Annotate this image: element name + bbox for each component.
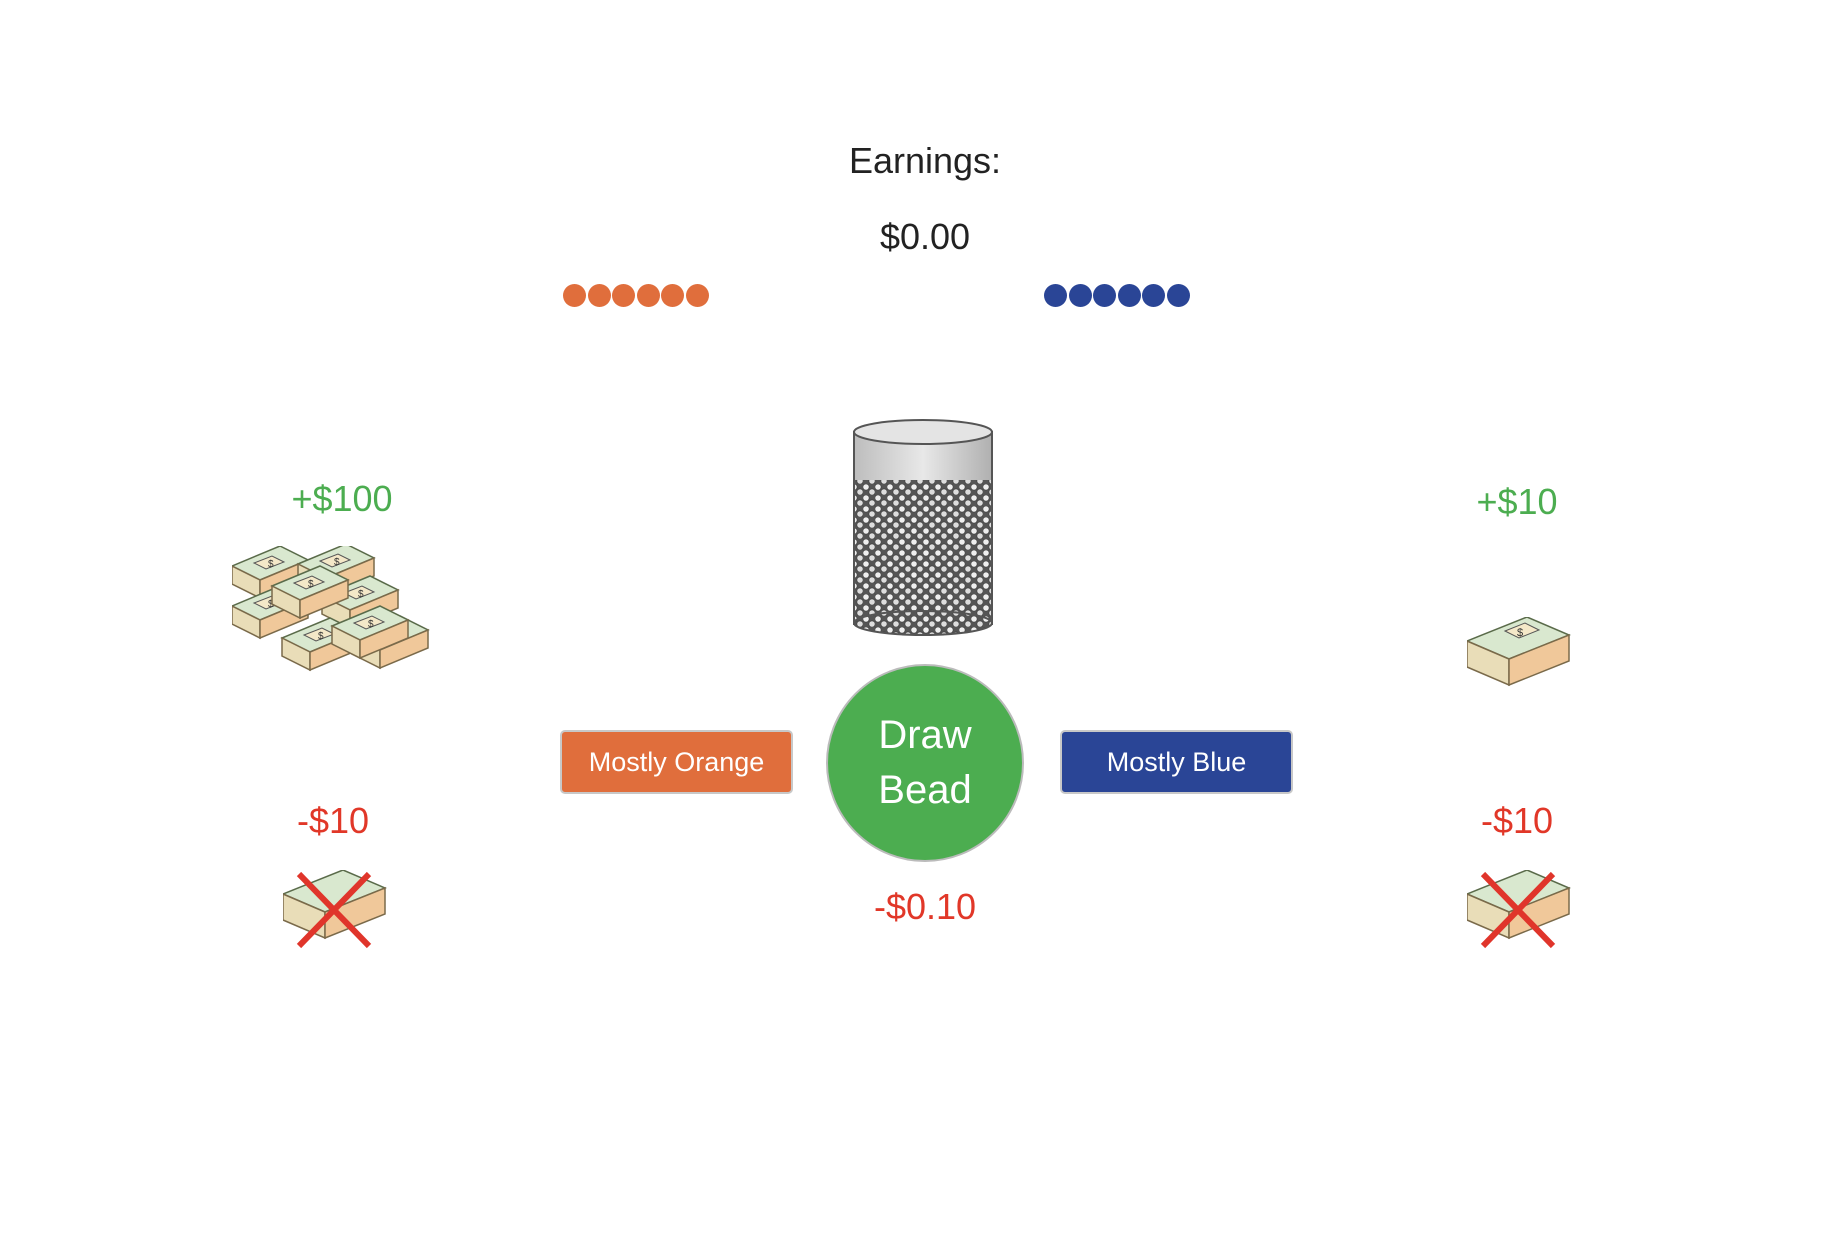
draw-cost: -$0.10 (873, 886, 977, 927)
svg-text:$: $ (1517, 627, 1523, 639)
blue-bead (1044, 284, 1067, 307)
draw-bead-label-line1: Draw (878, 713, 972, 757)
crossed-money-icon (1467, 870, 1571, 952)
orange-bead (661, 284, 684, 307)
earnings-label: Earnings: (848, 140, 1002, 181)
blue-bead (1142, 284, 1165, 307)
orange-bead (685, 284, 709, 307)
mostly-blue-button[interactable]: Mostly Blue (1060, 730, 1293, 794)
mostly-orange-button[interactable]: Mostly Orange (560, 730, 793, 794)
blue-bead (1166, 284, 1190, 307)
draw-bead-label-line2: Bead (878, 768, 972, 812)
orange-bead (636, 284, 660, 307)
blue-bead-row (1044, 284, 1191, 307)
orange-bead (563, 284, 586, 307)
left-penalty-amount: -$10 (296, 800, 370, 841)
earnings-value: $0.00 (879, 216, 971, 257)
blue-bead (1093, 284, 1116, 307)
orange-bead (612, 284, 635, 307)
blue-bead (1068, 284, 1092, 307)
right-penalty-amount: -$10 (1480, 800, 1554, 841)
left-reward-amount: +$100 (291, 478, 393, 519)
money-stacks-icon: $ (232, 546, 436, 694)
blue-bead (1117, 284, 1141, 307)
bead-jar-icon (851, 418, 995, 638)
svg-text:$: $ (268, 559, 274, 570)
right-reward-amount: +$10 (1476, 481, 1558, 522)
orange-bead-row (563, 284, 710, 307)
orange-bead (587, 284, 611, 307)
draw-bead-button[interactable]: Draw Bead (826, 664, 1024, 862)
crossed-money-icon (283, 870, 387, 952)
money-stack-icon: $ (1467, 617, 1571, 697)
